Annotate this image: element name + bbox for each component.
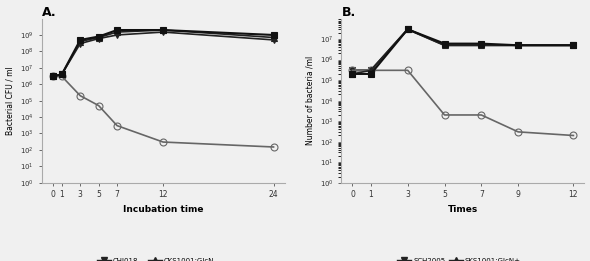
Line: SCH2005: SCH2005 <box>350 27 576 73</box>
SKS1001:GlcN+ <box>441 44 448 47</box>
SCH2005 <box>349 69 356 72</box>
CKS1001:GlcN <box>95 36 102 39</box>
SCH2005 <box>478 44 485 47</box>
SCH2005 <box>514 44 522 47</box>
X-axis label: Incubation time: Incubation time <box>123 205 204 214</box>
CKS1001: GlmS+p: (0, 3e+06): GlmS+p: (0, 3e+06) <box>49 75 56 78</box>
SKS1001:GlcN+ <box>349 72 356 75</box>
SKS1001:GlcN+ <box>368 69 375 72</box>
CKS1001: GlmS+p: (7, 2e+09): GlmS+p: (7, 2e+09) <box>113 28 120 32</box>
CKS1001 <box>270 145 277 149</box>
SCH2005 <box>570 44 577 47</box>
CKS1001:GlcN <box>77 40 84 43</box>
SKS1001 <box>441 113 448 116</box>
CKS1001 <box>49 75 56 78</box>
SKS1001:GlcN+ <box>514 44 522 47</box>
SKS1001 <box>570 134 577 137</box>
Line: CKS1001:GlcN: CKS1001:GlcN <box>50 27 276 79</box>
SKS1001:GlcN+ <box>478 44 485 47</box>
CHI018 <box>95 37 102 40</box>
CKS1001: GlmS+p: (5, 8e+08): GlmS+p: (5, 8e+08) <box>95 35 102 38</box>
Y-axis label: Number of bacteria /ml: Number of bacteria /ml <box>306 56 314 145</box>
SKS1001 <box>514 130 522 133</box>
SKS1001 <box>404 69 411 72</box>
CHI018 <box>58 73 65 76</box>
SKS1001 <box>478 113 485 116</box>
CKS1001:GlcN <box>58 73 65 76</box>
SCH2005 <box>368 69 375 72</box>
SKS1001:+GlmS+ <box>570 44 577 47</box>
Legend: CHI018, CKS1001, CKS1001:GlcN, CKS1001: GlmS+p: CHI018, CKS1001, CKS1001:GlcN, CKS1001: … <box>94 255 232 261</box>
Line: SKS1001: SKS1001 <box>349 67 577 139</box>
SKS1001:GlcN+ <box>404 28 411 31</box>
CKS1001 <box>113 124 120 127</box>
CHI018 <box>159 31 166 34</box>
SKS1001 <box>368 69 375 72</box>
CKS1001: GlmS+p: (1, 4e+06): GlmS+p: (1, 4e+06) <box>58 73 65 76</box>
CKS1001:GlcN <box>113 31 120 34</box>
Text: B.: B. <box>342 5 356 19</box>
CHI018 <box>113 33 120 37</box>
Legend: SCH2005, SKS1001, SKS1001:GlcN+, SKS1001:+GlmS+: SCH2005, SKS1001, SKS1001:GlcN+, SKS1001… <box>395 255 532 261</box>
CKS1001:GlcN <box>159 28 166 32</box>
Line: CHI018: CHI018 <box>50 29 276 79</box>
CKS1001:GlcN <box>270 36 277 39</box>
CKS1001: GlmS+p: (24, 1e+09): GlmS+p: (24, 1e+09) <box>270 33 277 37</box>
CHI018 <box>270 38 277 41</box>
CKS1001: GlmS+p: (3, 5e+08): GlmS+p: (3, 5e+08) <box>77 38 84 41</box>
X-axis label: Times: Times <box>448 205 478 214</box>
CKS1001: GlmS+p: (12, 2e+09): GlmS+p: (12, 2e+09) <box>159 28 166 32</box>
Line: SKS1001:GlcN+: SKS1001:GlcN+ <box>350 27 576 77</box>
SKS1001:+GlmS+ <box>441 42 448 45</box>
SKS1001:+GlmS+ <box>404 28 411 31</box>
CKS1001:GlcN <box>49 75 56 78</box>
Text: A.: A. <box>41 5 56 19</box>
SKS1001:+GlmS+ <box>514 44 522 47</box>
SKS1001 <box>349 69 356 72</box>
CKS1001 <box>58 75 65 78</box>
SCH2005 <box>441 44 448 47</box>
Line: CKS1001: GlmS+p: CKS1001: GlmS+p <box>50 27 276 79</box>
CHI018 <box>77 42 84 45</box>
Line: SKS1001:+GlmS+: SKS1001:+GlmS+ <box>350 27 576 77</box>
SKS1001:GlcN+ <box>570 44 577 47</box>
SCH2005 <box>404 28 411 31</box>
SKS1001:+GlmS+ <box>478 42 485 45</box>
Y-axis label: Bacterial CFU / ml: Bacterial CFU / ml <box>5 66 15 135</box>
SKS1001:+GlmS+ <box>349 72 356 75</box>
Line: CKS1001: CKS1001 <box>49 73 277 150</box>
CHI018 <box>49 75 56 78</box>
SKS1001:+GlmS+ <box>368 72 375 75</box>
CKS1001 <box>95 104 102 107</box>
CKS1001 <box>159 140 166 144</box>
CKS1001 <box>77 94 84 97</box>
